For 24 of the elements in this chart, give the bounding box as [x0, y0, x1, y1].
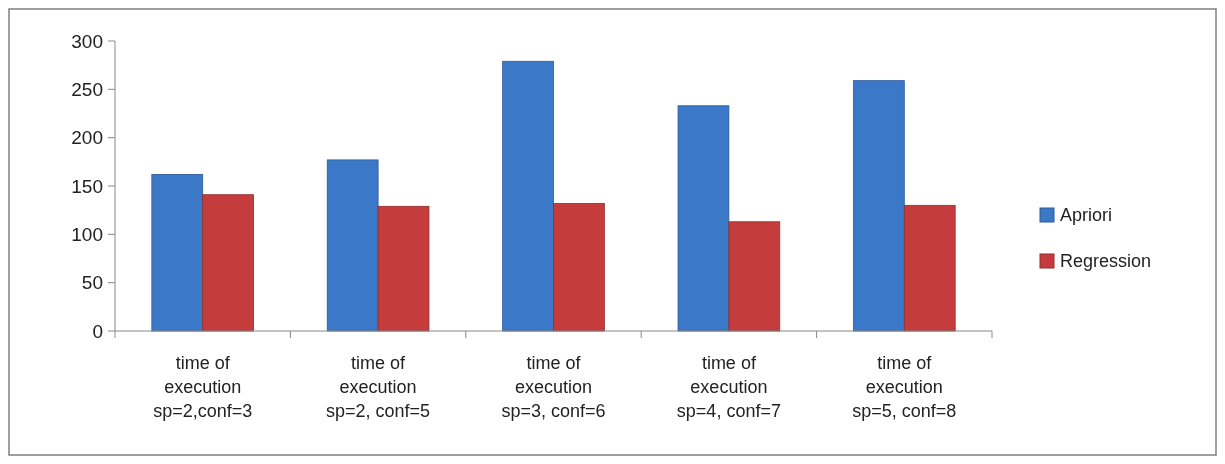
y-tick-label: 150 [71, 175, 103, 197]
y-tick-label: 0 [92, 320, 103, 342]
bar [151, 174, 204, 332]
bar [853, 80, 905, 332]
bar [326, 159, 379, 332]
bar [202, 194, 254, 332]
x-tick-label: time of execution sp=3, conf=6 [501, 353, 606, 421]
x-tick-label: time of execution sp=2, conf=5 [326, 353, 431, 421]
y-tick-label: 250 [71, 78, 103, 100]
bar [377, 205, 430, 332]
y-tick-label: 300 [71, 30, 103, 52]
y-tick-label: 50 [81, 272, 103, 294]
bar [677, 105, 730, 332]
bar [728, 221, 781, 332]
bar [553, 203, 605, 332]
y-tick-label: 100 [71, 223, 103, 245]
y-tick-label: 200 [71, 127, 103, 149]
x-tick-label: time of execution sp=5, conf=8 [852, 353, 957, 421]
legend-label: Regression [1060, 251, 1152, 272]
x-tick-label: time of execution sp=4, conf=7 [676, 353, 781, 421]
legend-label: Apriori [1060, 205, 1113, 226]
x-tick-label: time of execution sp=2,conf=3 [153, 353, 253, 421]
bar [502, 60, 554, 332]
bar [903, 204, 956, 332]
